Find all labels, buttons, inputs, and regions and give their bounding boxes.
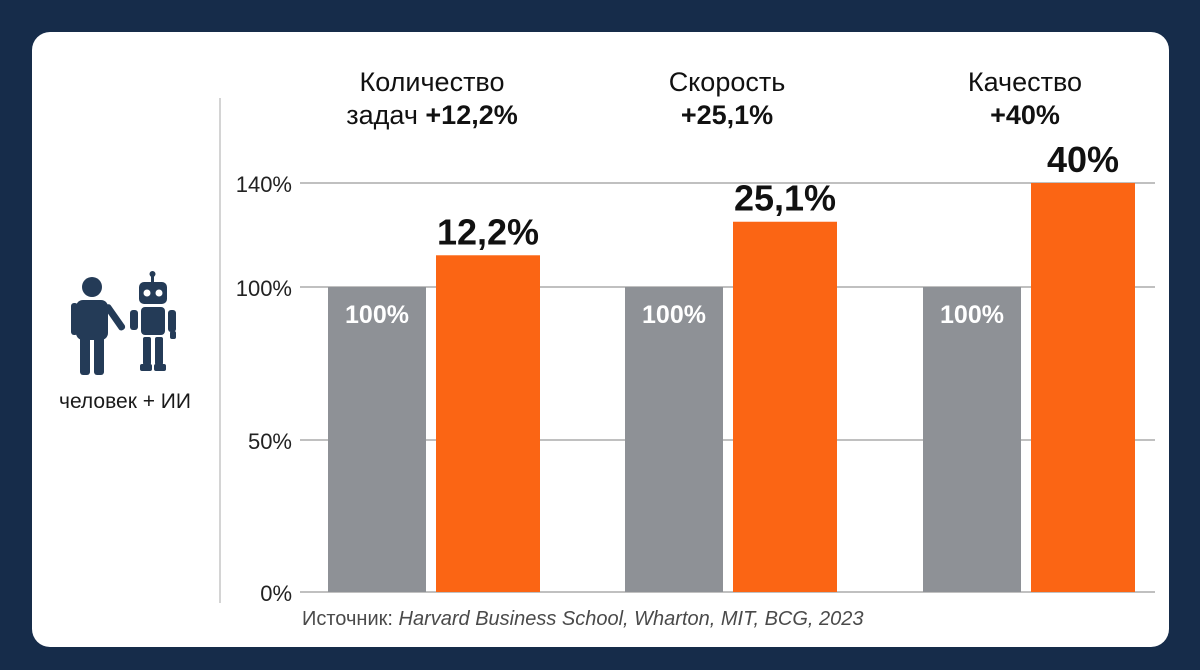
bar-label-baseline: 100%	[642, 301, 706, 329]
bar-baseline	[625, 287, 723, 592]
header-title: Качество	[967, 67, 1083, 97]
bar-ai	[436, 255, 540, 592]
divider	[219, 98, 221, 603]
legend-label: человек + ИИ	[59, 390, 191, 413]
bar-label-baseline: 100%	[345, 301, 409, 329]
source-text: Harvard Business School, Wharton, MIT, B…	[398, 608, 864, 630]
bar-baseline	[328, 287, 426, 592]
bar-label-ai: 12,2%	[437, 211, 539, 252]
bar-ai	[733, 221, 837, 593]
source-note: Источник: Harvard Business School, Whart…	[302, 608, 864, 631]
legend-icons	[71, 271, 176, 375]
header-delta: +40%	[990, 100, 1060, 130]
bar-ai	[1031, 183, 1135, 592]
header-quality: Качество +40%	[895, 66, 1155, 132]
y-tick-label: 50%	[248, 429, 292, 454]
bar-label-baseline: 100%	[940, 301, 1004, 329]
bar-label-ai: 40%	[1047, 139, 1119, 180]
header-speed: Скорость +25,1%	[597, 66, 857, 132]
robot-icon	[130, 271, 176, 371]
header-delta: +25,1%	[680, 100, 774, 130]
y-tick-label: 100%	[236, 276, 292, 301]
person-icon	[71, 277, 126, 375]
bar-baseline	[923, 287, 1021, 592]
source-label: Источник:	[302, 608, 393, 630]
bar-label-ai: 25,1%	[734, 178, 836, 219]
header-title: Скорость	[668, 67, 786, 97]
header-delta: +12,2%	[425, 100, 518, 130]
header-subtitle: задач	[346, 100, 426, 130]
header-title: Количество	[359, 67, 505, 97]
y-tick-label: 0%	[260, 581, 292, 606]
header-quantity: Количество задач +12,2%	[302, 66, 562, 132]
y-tick-label: 140%	[236, 172, 292, 197]
